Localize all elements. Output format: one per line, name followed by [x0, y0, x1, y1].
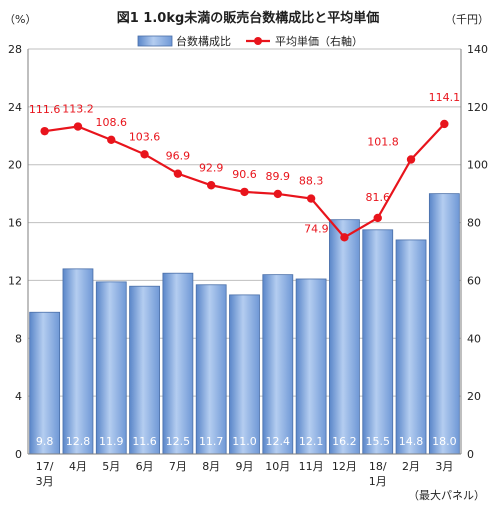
y-left-tick-label: 8 — [15, 332, 22, 345]
x-tick-label: 18/ — [369, 460, 387, 473]
chart-title: 図1 1.0kg未満の販売台数構成比と平均単価 — [117, 10, 380, 26]
y-left-tick-label: 20 — [8, 159, 22, 172]
bar-value-label: 14.8 — [399, 435, 424, 448]
bar-value-label: 11.7 — [199, 435, 224, 448]
bar-value-label: 12.5 — [166, 435, 191, 448]
x-tick-label: 7月 — [169, 460, 187, 473]
y-right-tick-label: 20 — [467, 390, 481, 403]
bar-value-label: 18.0 — [432, 435, 457, 448]
bar-value-label: 15.5 — [365, 435, 390, 448]
avg-price-label: 103.6 — [129, 130, 161, 143]
bar-value-label: 11.6 — [132, 435, 157, 448]
bar-share — [195, 284, 227, 455]
bar-value-label: 12.1 — [299, 435, 324, 448]
bar-share — [262, 274, 294, 455]
x-tick-label: 2月 — [402, 460, 420, 473]
avg-price-point — [273, 189, 283, 199]
y-left-tick-label: 16 — [8, 217, 22, 230]
avg-price-label: 92.9 — [199, 161, 224, 174]
y-right-tick-label: 0 — [467, 448, 474, 461]
avg-price-point — [107, 135, 116, 145]
legend-bar-label: 台数構成比 — [176, 34, 231, 48]
legend-bar-swatch — [137, 35, 173, 47]
avg-price-label: 88.3 — [299, 175, 324, 188]
bar-value-label: 11.0 — [232, 435, 257, 448]
x-tick-label: 1月 — [369, 475, 387, 488]
y-right-tick-label: 40 — [467, 332, 481, 345]
avg-price-label: 81.6 — [365, 191, 390, 204]
bar-value-label: 16.2 — [332, 435, 357, 448]
bar-share — [362, 229, 394, 455]
avg-price-point — [340, 233, 349, 242]
x-tick-label: 12月 — [332, 460, 357, 473]
y-right-tick-label: 140 — [467, 43, 488, 56]
left-axis-unit: （%） — [4, 13, 36, 26]
x-tick-label: 5月 — [102, 460, 120, 473]
avg-price-label: 96.9 — [166, 150, 191, 163]
bar-share — [229, 294, 260, 455]
y-right-tick-label: 80 — [467, 217, 481, 230]
y-right-tick-label: 100 — [467, 159, 488, 172]
legend-line-label: 平均単価（右軸） — [275, 34, 363, 48]
bar-value-label: 9.8 — [36, 435, 54, 448]
avg-price-point — [373, 213, 382, 223]
y-left-tick-label: 28 — [8, 43, 22, 56]
x-tick-label: 10月 — [265, 460, 290, 473]
avg-price-label: 101.8 — [367, 136, 399, 149]
avg-price-label: 113.2 — [62, 103, 94, 116]
avg-price-point — [240, 187, 249, 197]
avg-price-point — [440, 119, 449, 129]
bar-share — [395, 239, 427, 455]
avg-price-label: 74.9 — [304, 222, 329, 235]
y-right-tick-label: 60 — [467, 274, 481, 287]
right-axis-unit: （千円） — [445, 13, 489, 26]
bar-value-label: 12.4 — [266, 435, 291, 448]
avg-price-label: 89.9 — [266, 170, 291, 183]
legend-line-marker — [254, 37, 262, 45]
avg-price-point — [206, 181, 216, 190]
bar-share — [95, 281, 127, 455]
avg-price-point — [306, 194, 316, 203]
y-left-tick-label: 24 — [8, 101, 22, 114]
x-tick-label: 3月 — [435, 460, 453, 473]
bar-share — [129, 285, 160, 455]
bar-share — [329, 219, 360, 455]
bar-share — [29, 311, 61, 455]
bar-share — [62, 268, 94, 455]
x-tick-label: 3月 — [36, 475, 54, 488]
footnote: （最大パネル） — [408, 488, 485, 502]
avg-price-point — [173, 169, 183, 178]
avg-price-label: 90.6 — [232, 168, 257, 181]
bar-share — [295, 278, 327, 455]
y-left-tick-label: 4 — [15, 390, 22, 403]
avg-price-label: 108.6 — [96, 116, 128, 129]
y-left-tick-label: 0 — [15, 448, 22, 461]
bar-share — [162, 272, 194, 455]
avg-price-point — [40, 126, 49, 136]
avg-price-point — [406, 155, 416, 164]
y-right-tick-label: 120 — [467, 101, 488, 114]
y-left-tick-label: 12 — [8, 274, 22, 287]
avg-price-point — [73, 122, 83, 131]
avg-price-label: 114.1 — [429, 91, 461, 104]
bar-value-label: 12.8 — [66, 435, 91, 448]
x-tick-label: 17/ — [36, 460, 54, 473]
bar-share — [428, 193, 460, 455]
x-tick-label: 11月 — [299, 460, 324, 473]
x-tick-label: 4月 — [69, 460, 87, 473]
x-tick-label: 8月 — [202, 460, 220, 473]
x-tick-label: 9月 — [236, 460, 254, 473]
x-tick-label: 6月 — [136, 460, 154, 473]
bar-value-label: 11.9 — [99, 435, 124, 448]
avg-price-label: 111.6 — [29, 103, 61, 116]
avg-price-point — [140, 150, 149, 159]
